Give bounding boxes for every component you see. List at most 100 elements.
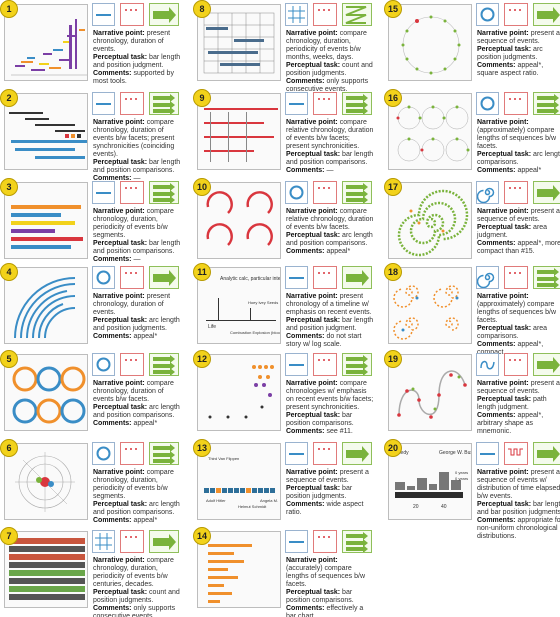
radial-representation-icon <box>476 3 499 26</box>
sequential-scale-icon <box>504 181 528 204</box>
card-description: Narrative point: present a sequence of e… <box>477 469 560 540</box>
thumbnail-5 <box>4 354 88 431</box>
technique-card-15: 15 Narrative point: present a sequence o… <box>384 0 560 85</box>
technique-card-13: 13 Third Van Flippen Adolf Hitler Helmut… <box>193 439 376 524</box>
technique-icons <box>285 266 372 290</box>
thumb-label: 40 <box>441 504 447 510</box>
radial-representation-icon <box>92 266 115 289</box>
arbitrary-path-representation-icon <box>476 353 499 376</box>
card-number-badge: 6 <box>0 439 18 457</box>
technique-card-16: 16 Narrative point: (approximately) comp… <box>384 89 560 174</box>
faceted-layout-arrows-icon <box>342 353 372 376</box>
thumbnail-9 <box>197 93 281 170</box>
linear-representation-icon <box>92 181 115 204</box>
chronological-scale-icon <box>120 530 144 553</box>
technique-card-3: 3 Narrative point: compare chronology, d… <box>0 178 183 263</box>
card-description: Narrative point: compare chronology, dur… <box>93 380 180 427</box>
technique-icons <box>476 92 560 116</box>
faceted-layout-arrows-icon <box>342 530 372 553</box>
thumbnail-8 <box>197 4 281 81</box>
technique-card-5: 5 Narrative point: compare chronology, d… <box>0 350 183 435</box>
card-description: Narrative point: present chronology, dur… <box>93 30 181 85</box>
unified-layout-arrow-icon <box>533 3 560 26</box>
radial-representation-icon <box>92 442 115 465</box>
card-number-badge: 7 <box>0 527 18 545</box>
thumbnail-15 <box>388 4 472 81</box>
card-description: Narrative point: compare chronology, dur… <box>93 208 181 263</box>
segmented-layout-arrows-icon <box>149 181 179 204</box>
thumbnail-16 <box>388 93 472 170</box>
unified-layout-arrow-icon <box>342 442 372 465</box>
chronological-scale-icon <box>120 442 144 465</box>
card-description: Narrative point: present a sequence of e… <box>477 380 560 435</box>
card-description: Narrative point: present a sequence of e… <box>477 30 560 77</box>
card-number-badge: 13 <box>193 439 211 457</box>
thumbnail-14 <box>197 531 281 608</box>
faceted-layout-arrows-icon <box>149 92 179 115</box>
linear-representation-icon <box>285 266 308 289</box>
thumbnail-17 <box>388 182 472 259</box>
radial-representation-icon <box>92 353 115 376</box>
thumb-label: nnedy <box>395 450 409 456</box>
card-number-badge: 1 <box>0 0 18 18</box>
card-number-badge: 8 <box>193 0 211 18</box>
card-description: Narrative point: compare chronologies w/… <box>286 380 374 435</box>
spiral-representation-icon <box>476 266 499 289</box>
technique-card-1: 1 Narrative point: present chronology, d… <box>0 0 183 85</box>
sequential-scale-icon <box>504 353 528 376</box>
card-description: Narrative point: present a sequence of e… <box>286 469 369 516</box>
chronological-scale-icon <box>120 181 144 204</box>
thumbnail-2 <box>4 93 88 170</box>
unified-layout-arrow-icon <box>533 353 560 376</box>
technique-card-6: 6 Narrative point: compare chronology, d… <box>0 439 183 524</box>
thumbnail-10 <box>197 182 281 259</box>
technique-card-18: 18 Narrative point: (approximately) comp… <box>384 263 560 356</box>
chronological-scale-icon <box>120 92 144 115</box>
thumb-label: Life <box>208 324 216 330</box>
radial-representation-icon <box>285 181 308 204</box>
chronological-scale-icon <box>120 3 144 26</box>
card-description: Narrative point: present a sequence of e… <box>477 208 560 255</box>
thumb-label: George W. Bush <box>439 450 472 456</box>
thumb-label: 20 <box>413 504 419 510</box>
technique-icons <box>285 530 372 554</box>
faceted-layout-arrows-icon <box>533 266 560 289</box>
unified-layout-arrow-icon <box>149 530 179 553</box>
technique-icons <box>285 442 372 466</box>
technique-icons <box>476 442 560 466</box>
technique-card-2: 2 Narrative point: compare chronology, d… <box>0 89 183 182</box>
card-number-badge: 5 <box>0 350 18 368</box>
technique-icons <box>285 181 372 205</box>
thumb-label: Analytic calc, particular integrals <box>220 276 281 282</box>
technique-icons <box>285 3 372 27</box>
technique-icons <box>92 3 179 27</box>
card-number-badge: 15 <box>384 0 402 18</box>
unified-layout-arrow-icon <box>342 266 372 289</box>
card-number-badge: 14 <box>193 527 211 545</box>
thumb-label: Third Van Flippen <box>208 456 239 461</box>
card-description: Narrative point: compare chronology, dur… <box>93 469 180 524</box>
card-number-badge: 11 <box>193 263 211 281</box>
technique-card-14: 14 Narrative point: (accurately) compare… <box>193 527 376 617</box>
linear-representation-icon <box>476 442 499 465</box>
log-scale-icon <box>313 266 337 289</box>
card-number-badge: 18 <box>384 263 402 281</box>
radial-representation-icon <box>476 92 499 115</box>
technique-icons <box>476 266 560 290</box>
card-description: Narrative point: (accurately) compare le… <box>286 557 365 617</box>
sequential-scale-icon <box>504 92 528 115</box>
technique-icons <box>92 92 179 116</box>
chronological-scale-icon <box>120 266 144 289</box>
technique-card-7: 7 Narrative point: compare chronology, d… <box>0 527 183 617</box>
thumbnail-4 <box>4 267 88 344</box>
card-description: Narrative point: compare chronology, dur… <box>93 557 180 617</box>
spiral-representation-icon <box>476 181 499 204</box>
card-number-badge: 19 <box>384 350 402 368</box>
technique-icons <box>92 266 179 290</box>
card-description: Narrative point: present chronology of a… <box>286 293 374 348</box>
card-number-badge: 20 <box>384 439 402 457</box>
faceted-layout-arrows-icon <box>342 92 372 115</box>
technique-icons <box>476 3 560 27</box>
thumbnail-13: Third Van Flippen Adolf Hitler Helmut Sc… <box>197 443 281 520</box>
linear-representation-icon <box>285 92 308 115</box>
